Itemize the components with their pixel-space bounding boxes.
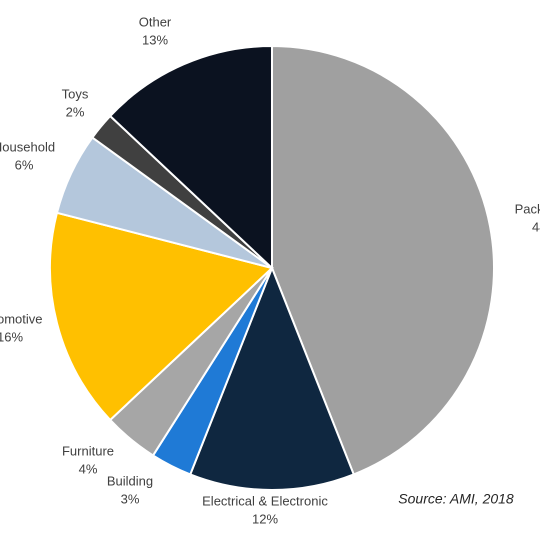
slice-value-label: 4% (79, 461, 98, 476)
slice-label: Furniture (62, 443, 114, 458)
slice-label: Building (107, 473, 153, 488)
pie-slice (49, 211, 275, 422)
slice-label: Other (139, 14, 172, 29)
pie-slice (108, 44, 273, 271)
slice-label: Household (0, 139, 55, 154)
pie-slice (188, 265, 356, 491)
slice-value-label: 16% (0, 329, 23, 344)
slice-value-label: 12% (252, 511, 278, 526)
slice-value-label: 13% (142, 32, 168, 47)
slice-label: Electrical & Electronic (202, 493, 328, 508)
slice-value-label: 3% (121, 491, 140, 506)
slice-label: Toys (62, 86, 89, 101)
source-note: Source: AMI, 2018 (398, 491, 514, 507)
slice-label: Packaging (515, 201, 540, 216)
slice-value-label: 44% (532, 219, 540, 234)
slice-label: Automotive (0, 311, 43, 326)
slice-value-label: 2% (66, 104, 85, 119)
slice-value-label: 6% (15, 157, 34, 172)
pie-slice (271, 44, 495, 476)
